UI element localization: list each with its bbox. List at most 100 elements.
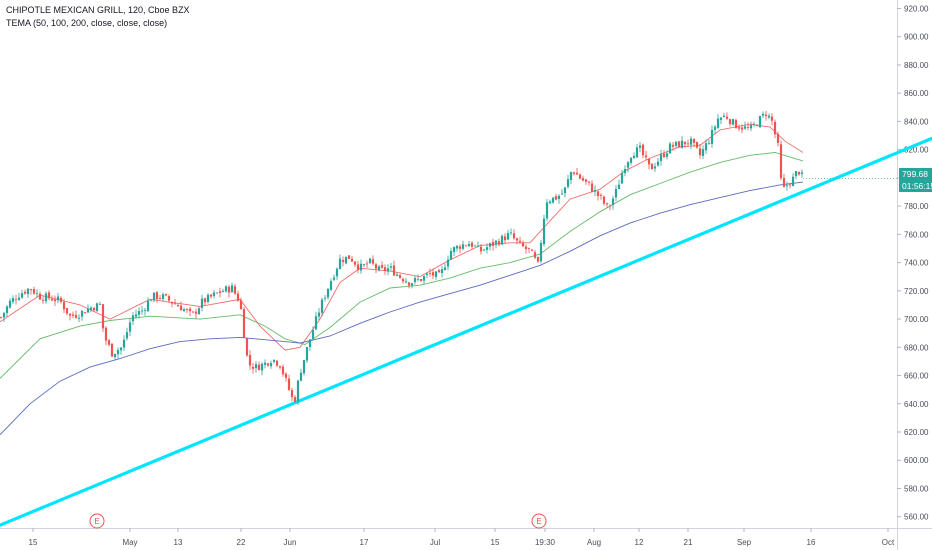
candle-body	[578, 174, 582, 179]
candle-body	[503, 236, 507, 241]
candle-body	[785, 185, 789, 187]
candle-body	[182, 309, 186, 311]
candle-body	[539, 242, 543, 262]
candle-body	[482, 249, 486, 251]
candle-body	[497, 241, 501, 245]
candle-body	[554, 196, 558, 200]
candle-body	[779, 144, 783, 179]
candle-body	[743, 126, 747, 129]
candle-body	[128, 322, 132, 332]
candle-body	[23, 291, 27, 294]
candle-body	[251, 366, 255, 369]
candle-body	[782, 178, 786, 187]
candle-body	[125, 332, 129, 339]
candle-body	[50, 299, 54, 301]
candle-body	[284, 373, 288, 378]
candle-body	[773, 121, 777, 135]
candle-body	[38, 293, 42, 300]
candle-body	[563, 187, 567, 194]
candle-body	[632, 155, 636, 159]
price-tick-label: 760.00	[904, 230, 929, 239]
time-tick-label: 17	[360, 538, 369, 547]
candle-body	[53, 299, 57, 302]
candle-body	[617, 184, 621, 190]
candle-body	[35, 293, 39, 294]
candle-body	[368, 258, 372, 264]
price-tick-label: 600.00	[904, 456, 929, 465]
candle-body	[8, 300, 12, 308]
candle-body	[44, 293, 48, 302]
candle-body	[269, 363, 273, 367]
candle-body	[107, 340, 111, 345]
candle-body	[65, 308, 69, 314]
candle-body	[695, 142, 699, 148]
candle-body	[131, 315, 135, 322]
price-tick-label: 660.00	[904, 372, 929, 381]
candle-body	[653, 166, 657, 169]
candle-body	[611, 198, 615, 206]
time-tick-label: May	[122, 538, 137, 547]
candle-body	[479, 246, 483, 252]
candle-body	[278, 366, 282, 368]
candle-body	[308, 339, 312, 347]
candle-body	[77, 317, 81, 319]
candle-body	[767, 115, 771, 118]
candle-body	[305, 347, 309, 361]
candle-body	[350, 258, 354, 262]
candle-body	[392, 265, 396, 276]
candle-body	[488, 243, 492, 247]
time-tick-label: Oct	[882, 538, 895, 547]
candle-body	[431, 272, 435, 276]
candle-body	[647, 158, 651, 165]
time-tick-label: 12	[635, 538, 644, 547]
candle-body	[257, 364, 261, 371]
candle-body	[599, 195, 603, 196]
candle-body	[449, 250, 453, 260]
candle-body	[608, 205, 612, 207]
candle-body	[104, 327, 108, 341]
candle-body	[377, 266, 381, 271]
time-tick-label: Sep	[737, 538, 752, 547]
candle-body	[170, 301, 174, 304]
candle-body	[56, 296, 60, 301]
price-tick-label: 880.00	[904, 61, 929, 70]
candle-body	[434, 271, 438, 278]
candle-body	[635, 147, 639, 158]
candle-body	[659, 154, 663, 161]
candle-body	[260, 363, 264, 371]
earnings-marker	[531, 513, 547, 529]
candle-body	[254, 364, 258, 369]
candle-body	[362, 264, 366, 266]
candle-body	[206, 294, 210, 303]
candle-body	[83, 312, 87, 314]
candle-body	[416, 278, 420, 280]
candle-body	[398, 275, 402, 278]
time-tick-label: 22	[237, 538, 246, 547]
candle-body	[761, 113, 765, 116]
candle-body	[764, 114, 768, 117]
price-tick-label: 580.00	[904, 484, 929, 493]
time-tick-label: 15	[491, 538, 500, 547]
trendline	[0, 136, 932, 527]
candle-body	[320, 299, 324, 313]
candle-body	[317, 312, 321, 317]
candle-body	[716, 118, 720, 128]
candle-body	[677, 141, 681, 148]
earnings-marker	[89, 513, 105, 529]
earnings-marker-label: E	[94, 517, 99, 526]
candle-body	[209, 294, 213, 297]
candle-body	[176, 304, 180, 307]
candle-body	[689, 138, 693, 145]
candle-body	[14, 299, 18, 301]
candle-body	[95, 303, 99, 312]
candle-body	[749, 125, 753, 129]
candle-body	[506, 233, 510, 240]
candle-body	[92, 307, 96, 311]
candle-body	[461, 244, 465, 249]
candle-body	[404, 281, 408, 283]
time-tick-label: 16	[807, 538, 816, 547]
indicator-title: TEMA (50, 100, 200, close, close, close)	[6, 18, 168, 28]
candle-body	[692, 138, 696, 143]
